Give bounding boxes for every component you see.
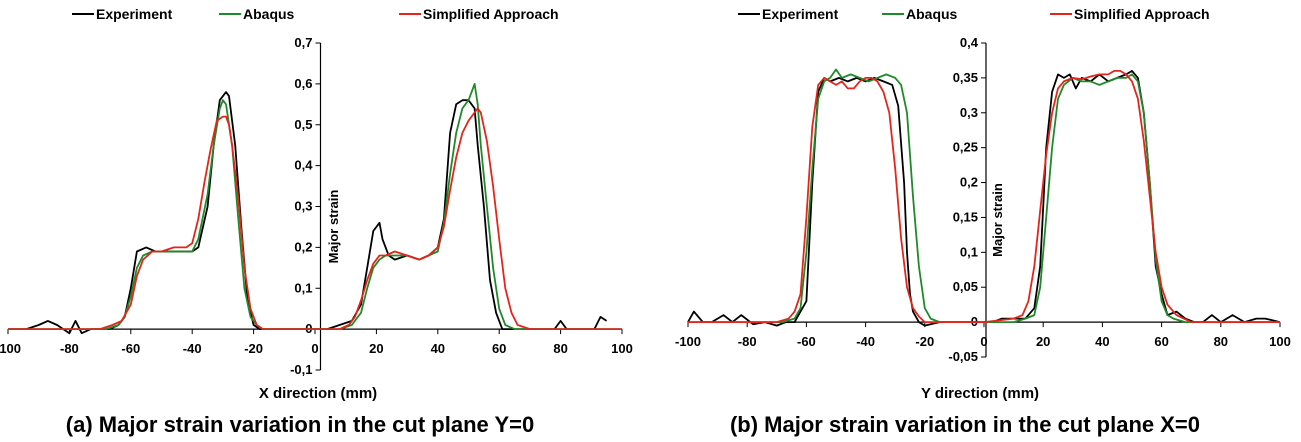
y-tick-label: 0,7 xyxy=(294,35,312,50)
y-tick-label: -0,05 xyxy=(948,349,978,364)
x-tick-label: 20 xyxy=(369,341,383,356)
x-tick-label: -100 xyxy=(0,341,21,356)
y-tick-label: 0,35 xyxy=(953,70,978,85)
y-tick-label: 0,25 xyxy=(953,140,978,155)
series-line-abaqus xyxy=(8,83,622,331)
legend-label: Abaqus xyxy=(906,6,958,22)
x-tick-label: -60 xyxy=(121,341,140,356)
x-tick-label: -80 xyxy=(738,334,757,349)
x-tick-label: 60 xyxy=(492,341,506,356)
x-tick-label: 60 xyxy=(1154,334,1168,349)
x-tick-label: 40 xyxy=(1095,334,1109,349)
x-tick-label: -20 xyxy=(915,334,934,349)
legend-label: Experiment xyxy=(96,6,173,22)
x-tick-label: -20 xyxy=(244,341,263,356)
x-tick-label: 0 xyxy=(980,334,987,349)
chart-a: -100-80-60-40-20020406080100-0,100,10,20… xyxy=(0,6,633,437)
legend-label: Simplified Approach xyxy=(1074,6,1210,22)
x-tick-label: 100 xyxy=(1269,334,1291,349)
chart-b: -100 -80 -60 -40 -20 0 20 40 60 80 100-0,0500,050,… xyxy=(675,6,1291,437)
x-tick-label: -80 xyxy=(60,341,79,356)
legend-label: Experiment xyxy=(762,6,839,22)
x-tick-label: 20 xyxy=(1036,334,1050,349)
y-tick-label: 0,4 xyxy=(960,35,979,50)
x-axis-label: X direction (mm) xyxy=(259,385,377,402)
legend-label: Abaqus xyxy=(243,6,295,22)
y-tick-label: 0,05 xyxy=(953,279,978,294)
y-tick-label: 0,2 xyxy=(960,175,978,190)
x-tick-label: 0 xyxy=(311,341,318,356)
x-tick-label: 40 xyxy=(431,341,445,356)
chart-title: (a) Major strain variation in the cut pl… xyxy=(66,412,534,437)
series-line-simplified-approach xyxy=(688,70,1280,324)
x-tick-label: -40 xyxy=(856,334,875,349)
x-tick-label: 80 xyxy=(1214,334,1228,349)
x-tick-label: -40 xyxy=(183,341,202,356)
series-line-simplified-approach xyxy=(8,107,622,331)
y-axis-label: Major strain xyxy=(990,183,1005,257)
chart-title: (b) Major strain variation in the cut pl… xyxy=(730,412,1200,437)
y-tick-label: 0,1 xyxy=(294,280,312,295)
x-tick-label: 100 xyxy=(611,341,633,356)
x-tick-label: -100 xyxy=(675,334,701,349)
y-tick-label: 0,6 xyxy=(294,76,312,91)
x-axis-label: Y direction (mm) xyxy=(921,385,1039,402)
y-tick-label: 0,1 xyxy=(960,244,978,259)
y-axis-label: Major strain xyxy=(326,190,341,264)
y-tick-label: 0,3 xyxy=(294,199,312,214)
x-tick-label: -60 xyxy=(797,334,816,349)
y-tick-label: -0,1 xyxy=(290,362,312,377)
y-tick-label: 0,2 xyxy=(294,239,312,254)
legend-label: Simplified Approach xyxy=(423,6,559,22)
y-tick-label: 0,15 xyxy=(953,209,978,224)
y-tick-label: 0,3 xyxy=(960,105,978,120)
y-tick-label: 0,5 xyxy=(294,117,312,132)
x-tick-label: 80 xyxy=(553,341,567,356)
series-line-abaqus xyxy=(688,68,1280,324)
y-tick-label: 0,4 xyxy=(294,158,313,173)
